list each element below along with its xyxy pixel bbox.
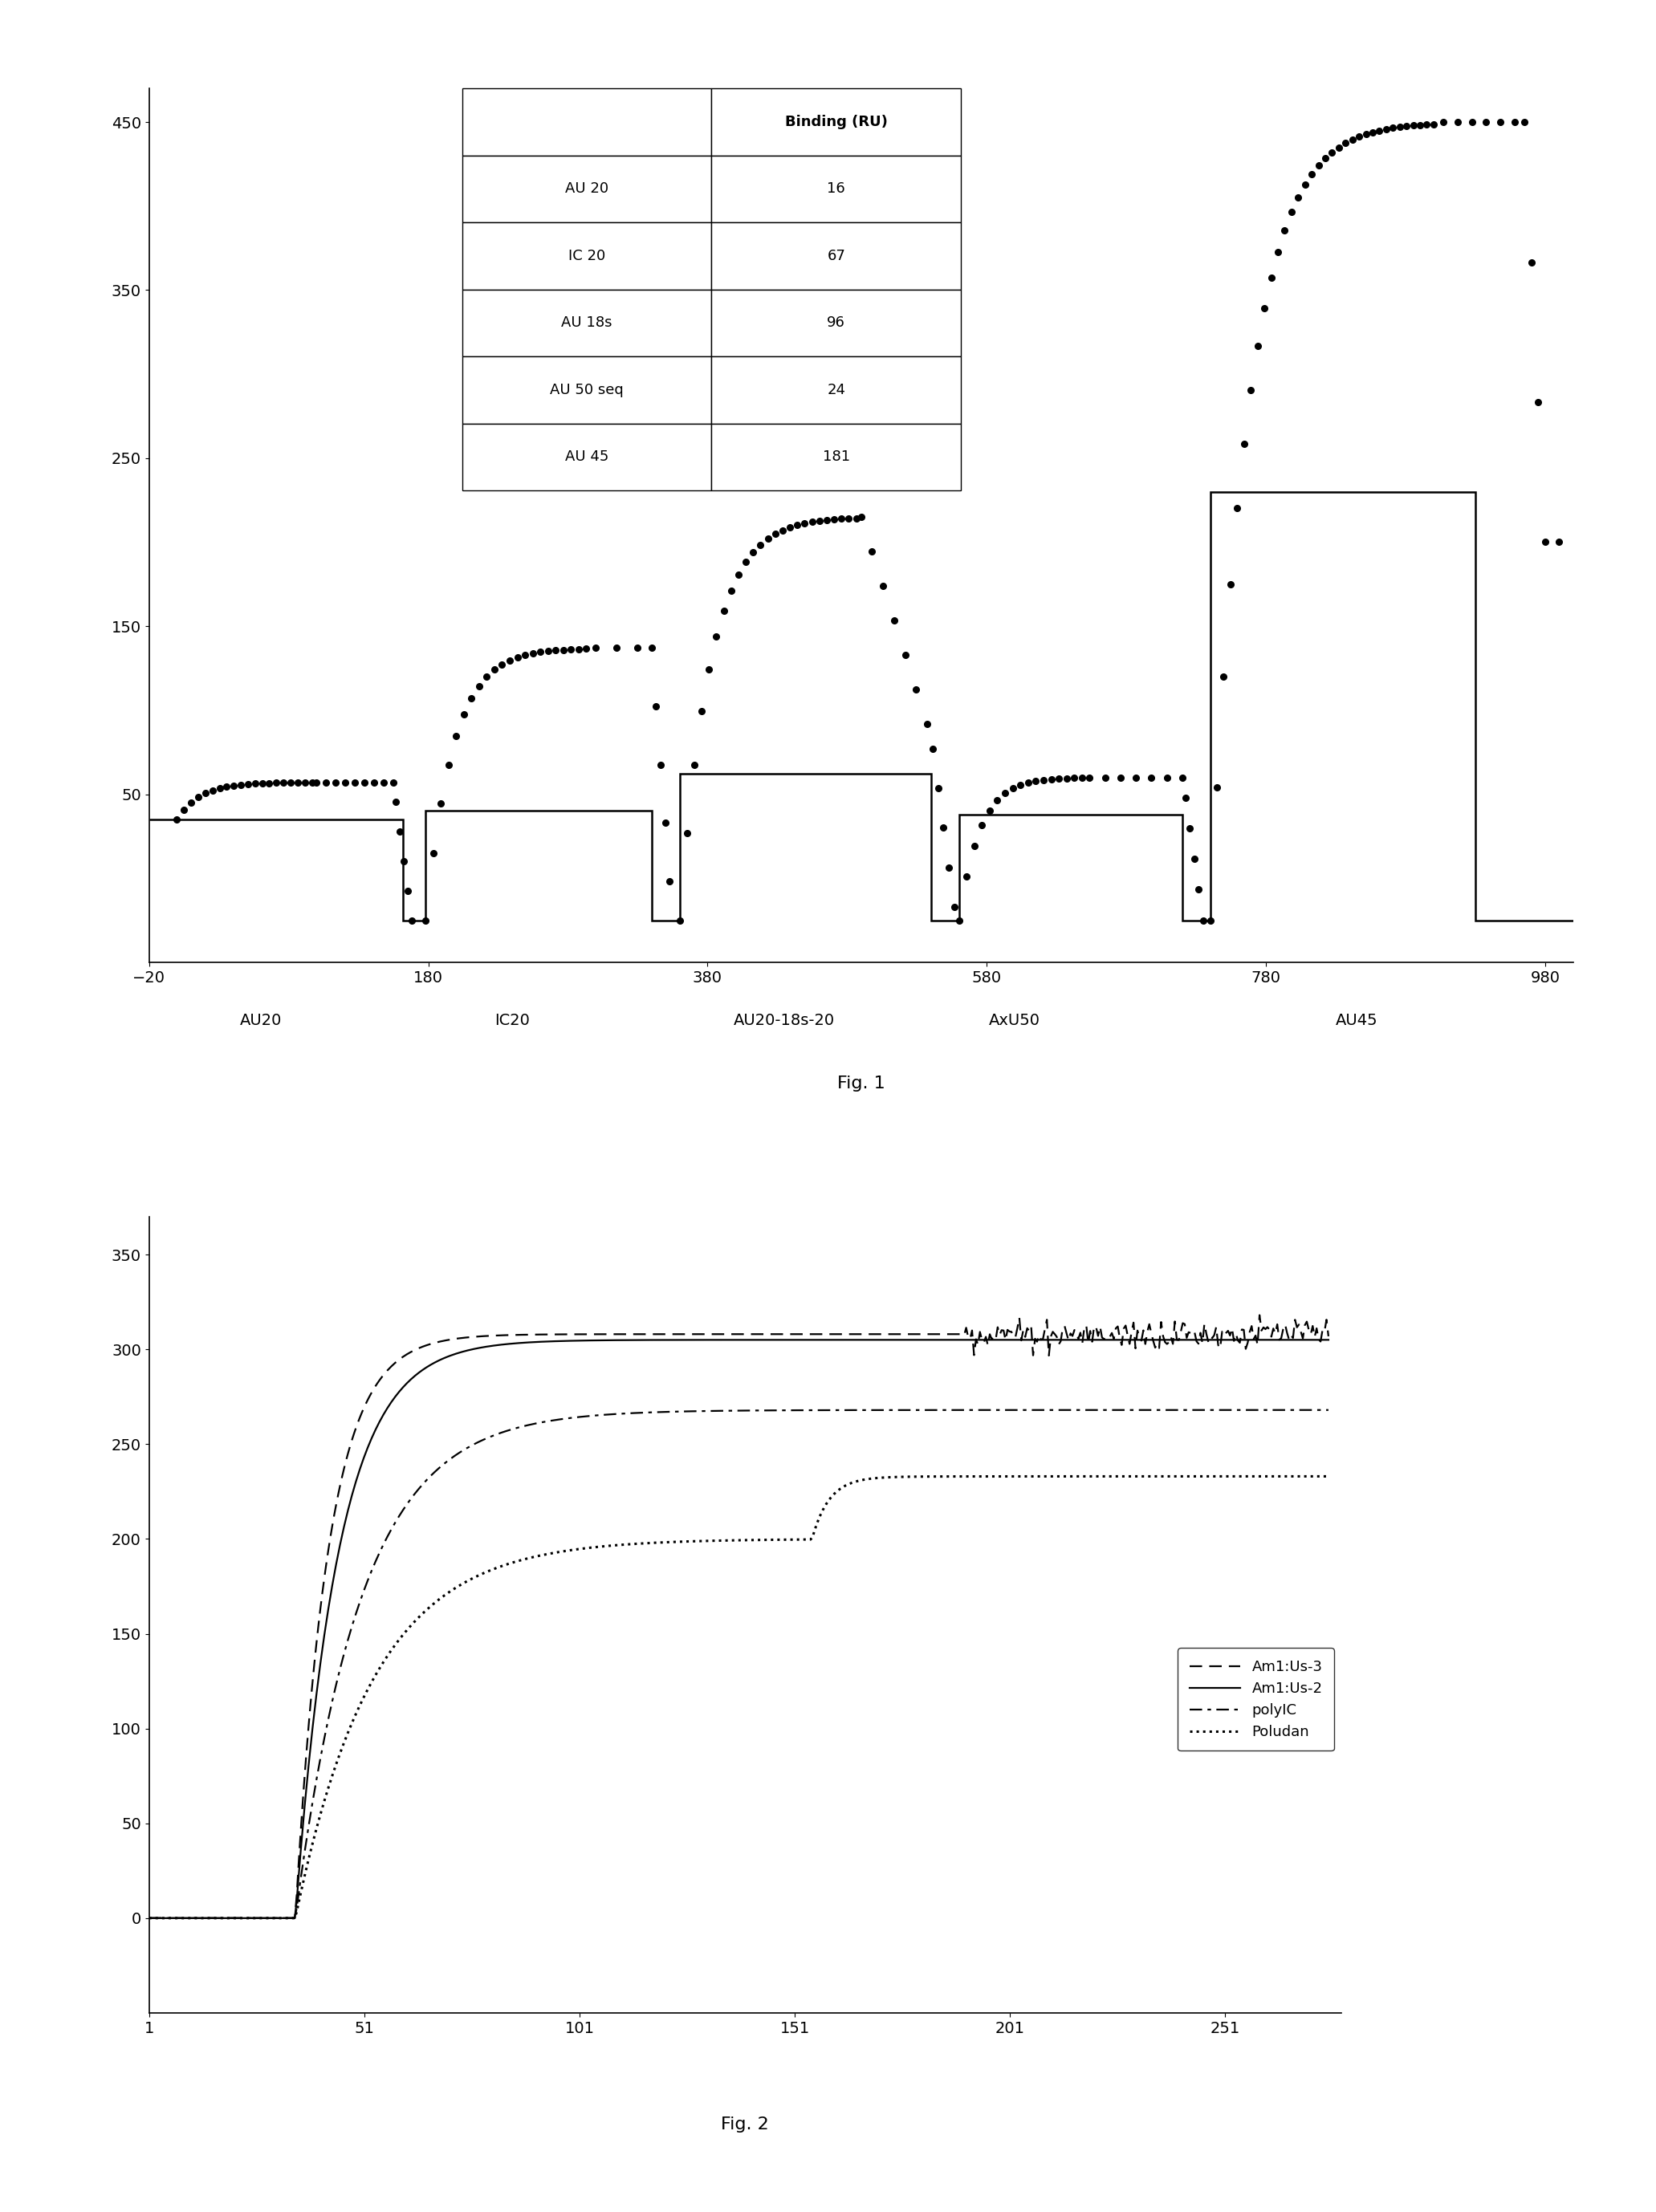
Line: Am1:Us-3: Am1:Us-3 [149, 1316, 1328, 1918]
Am1:Us-3 [1027, 1329, 1047, 1356]
Am1:Us-3 [1250, 1303, 1270, 1329]
polyIC [672, 1398, 692, 1425]
Line: Am1:Us-2: Am1:Us-2 [149, 1340, 1328, 1918]
Am1:Us-2 [927, 1327, 947, 1354]
Am1:Us-3 [442, 1325, 462, 1352]
Am1:Us-3 [672, 1321, 692, 1347]
Text: AU20: AU20 [240, 1013, 282, 1029]
Poludan [442, 1577, 462, 1604]
polyIC [927, 1396, 947, 1422]
Am1:Us-3 [835, 1321, 854, 1347]
Text: AU45: AU45 [1336, 1013, 1378, 1029]
Poludan [927, 1462, 947, 1489]
Am1:Us-3 [1318, 1323, 1338, 1349]
polyIC [1027, 1396, 1047, 1422]
Am1:Us-2 [139, 1905, 159, 1931]
Am1:Us-3 [348, 1409, 368, 1436]
Text: Fig. 1: Fig. 1 [838, 1075, 884, 1093]
polyIC [442, 1444, 462, 1471]
Poludan [835, 1473, 854, 1500]
polyIC [139, 1905, 159, 1931]
Text: IC20: IC20 [495, 1013, 530, 1029]
Text: AxU50: AxU50 [989, 1013, 1040, 1029]
polyIC [835, 1396, 854, 1422]
Poludan [672, 1528, 692, 1555]
Poludan [139, 1905, 159, 1931]
Am1:Us-2 [672, 1327, 692, 1354]
Text: AU20-18s-20: AU20-18s-20 [734, 1013, 835, 1029]
Am1:Us-2 [442, 1343, 462, 1369]
Line: Poludan: Poludan [149, 1475, 1328, 1918]
Legend: Am1:Us-3, Am1:Us-2, polyIC, Poludan: Am1:Us-3, Am1:Us-2, polyIC, Poludan [1177, 1648, 1335, 1752]
polyIC [1318, 1396, 1338, 1422]
Am1:Us-3 [139, 1905, 159, 1931]
Poludan [1027, 1462, 1047, 1489]
polyIC [348, 1595, 368, 1621]
Am1:Us-2 [348, 1462, 368, 1489]
Am1:Us-2 [1027, 1327, 1047, 1354]
Am1:Us-2 [835, 1327, 854, 1354]
Poludan [348, 1697, 368, 1723]
Am1:Us-2 [1318, 1327, 1338, 1354]
Poludan [1318, 1462, 1338, 1489]
Line: polyIC: polyIC [149, 1409, 1328, 1918]
Text: Fig. 2: Fig. 2 [722, 2117, 768, 2132]
Am1:Us-3 [927, 1321, 947, 1347]
